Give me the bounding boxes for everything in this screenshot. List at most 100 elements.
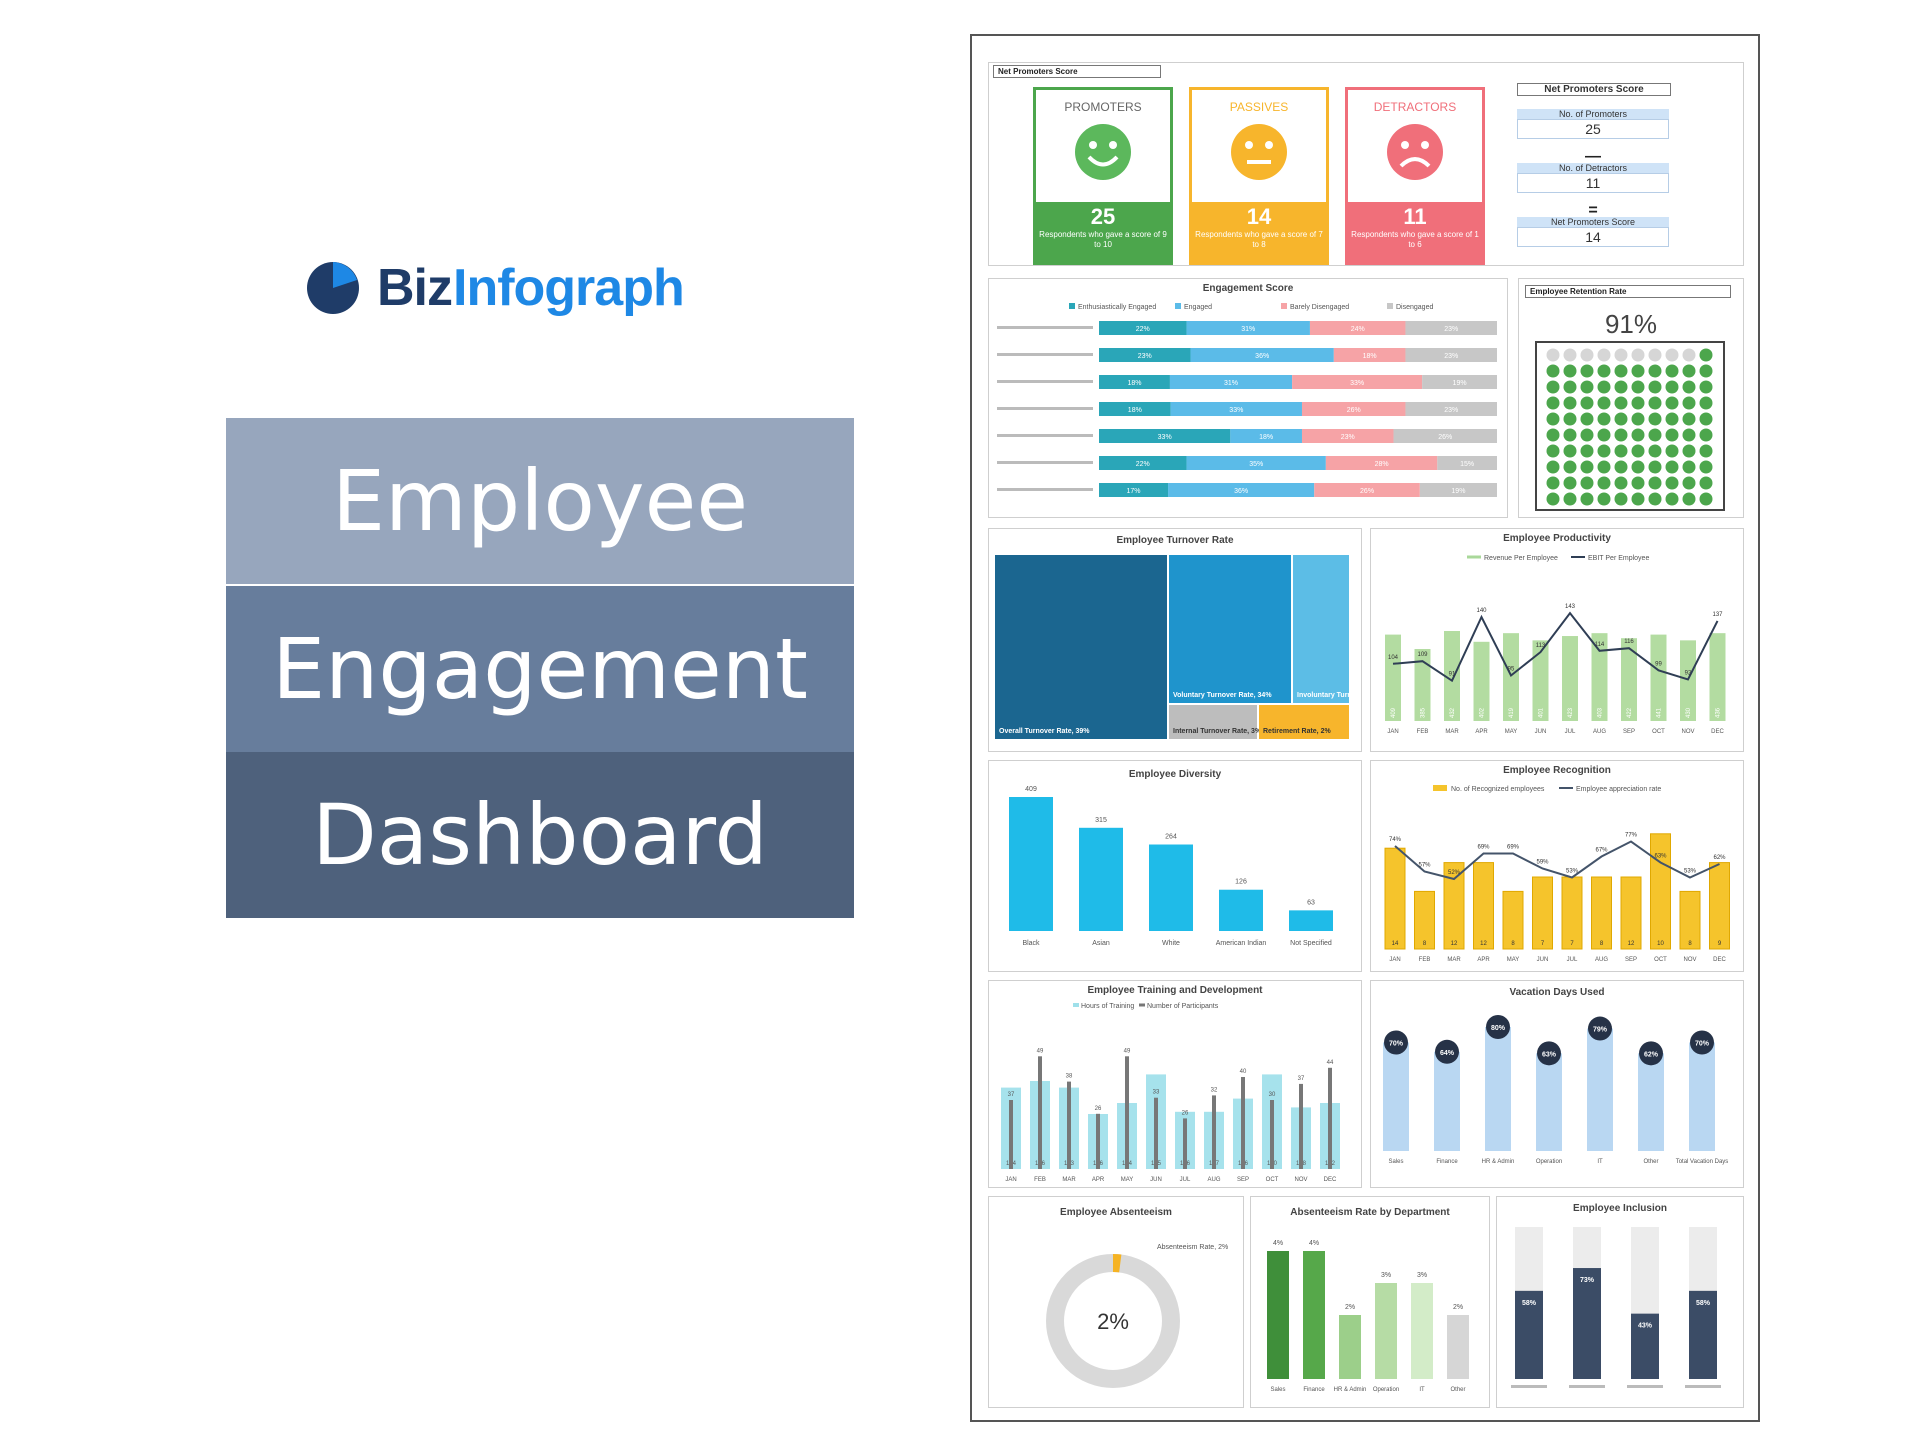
productivity-tick-label: FEB [1417,729,1429,735]
vacation-tick-label: Other [1643,1159,1658,1165]
retention-dot [1580,460,1594,474]
productivity-bar-label: 422 [1627,707,1633,718]
diversity-chart: 409 Black 315 Asian 264 White 126 American Indi… [1009,786,1333,947]
retention-dot [1682,380,1696,394]
engagement-segment [1099,456,1187,470]
engagement-segment-label: 28% [1375,461,1389,468]
recognition-bar [1473,862,1494,950]
productivity-tick-label: NOV [1681,729,1694,735]
diversity-bar [1219,889,1263,931]
sad-face-icon [1387,124,1443,180]
retention-dot [1648,412,1662,426]
legend-label: Disengaged [1396,304,1433,311]
engagement-segment [1405,348,1497,362]
training-tick-label: OCT [1266,1177,1279,1183]
vacation-bar [1689,1042,1715,1151]
turnover-panel: Employee Turnover Rate Overall Turnover … [988,528,1362,752]
engagement-segment [1301,402,1406,416]
recognition-bar-label: 8 [1423,941,1427,947]
engagement-segment-label: 33% [1350,380,1364,387]
engagement-segment-label: 18% [1259,434,1273,441]
training-participants-label: 49 [1037,1048,1044,1054]
productivity-tick-label: OCT [1652,729,1665,735]
engagement-segment [1190,348,1334,362]
engagement-segment [1405,402,1497,416]
vacation-value-label: 64% [1440,1050,1455,1057]
legend-swatch [1387,303,1393,309]
absenteeism-dept-tick-label: Sales [1270,1387,1285,1393]
engagement-segment [1325,456,1438,470]
retention-dot [1665,380,1679,394]
treemap-cell [1169,555,1291,703]
inclusion-bar [1631,1313,1659,1379]
diversity-panel: Employee Diversity 409 Black 315 Asian 264 Wh… [988,760,1362,972]
treemap-label: Retirement Rate, 2% [1263,728,1331,735]
treemap-cell [1169,705,1257,739]
retention-dot [1682,460,1696,474]
engagement-segment-label: 18% [1363,353,1377,360]
vacation-chart: 70% Sales 64% Finance 80% HR & Admin 63% Operat… [1383,1015,1728,1165]
appreciation-label: 59% [1536,860,1549,866]
diversity-tick-label: White [1162,940,1180,947]
retention-title: Employee Retention Rate [1525,285,1731,298]
engagement-segment [1419,483,1497,497]
retention-dot [1682,412,1696,426]
ebit-label: 95 [1508,667,1515,673]
training-participants-bar [1154,1097,1158,1169]
ebit-label: 143 [1565,604,1576,610]
retention-dot [1614,396,1628,410]
recognition-bar-label: 7 [1570,941,1574,947]
recognition-bar [1532,876,1553,950]
detractors-caption: Respondents who gave a score of 1 to 6 [1351,230,1479,249]
engagement-chart: Enthusiastically Engaged Engaged Barely Di… [997,303,1497,497]
retention-dot [1631,460,1645,474]
diversity-value-label: 409 [1025,786,1037,793]
legend-swatch [1433,785,1447,791]
vacation-value-label: 80% [1491,1025,1506,1032]
legend-label: Enthusiastically Engaged [1078,304,1156,311]
inclusion-bar [1515,1290,1543,1379]
diversity-bar [1149,844,1193,931]
recognition-tick-label: JAN [1389,957,1400,963]
retention-dot [1546,364,1560,378]
training-participants-bar [1212,1095,1216,1169]
appreciation-label: 67% [1595,848,1608,854]
diversity-value-label: 63 [1307,899,1315,906]
diversity-tick-label: Asian [1092,940,1110,947]
diversity-bar [1079,827,1123,931]
inclusion-bar [1573,1268,1601,1379]
ebit-line [1392,611,1719,683]
diversity-value-label: 315 [1095,817,1107,824]
appreciation-label: 63% [1654,854,1667,860]
vacation-bar [1383,1042,1409,1151]
retention-dot [1699,364,1713,378]
vacation-tick-label: Sales [1388,1159,1403,1165]
engagement-segment-label: 23% [1138,353,1152,360]
retention-dot [1648,364,1662,378]
retention-dot [1631,492,1645,506]
nps-side-title: Net Promoters Score [1517,83,1671,96]
absenteeism-dept-panel: Absenteeism Rate by Department 4% Sales 4%… [1250,1196,1490,1408]
productivity-bar-label: 402 [1480,707,1486,718]
absenteeism-donut: 2% Absenteeism Rate, 2% [1046,1244,1228,1388]
retention-dot [1546,444,1560,458]
retention-dot [1665,412,1679,426]
engagement-segment-label: 24% [1351,326,1365,333]
retention-dot [1648,476,1662,490]
retention-dot [1648,460,1662,474]
engagement-segment-label: 22% [1136,326,1150,333]
training-participants-label: 32 [1211,1087,1218,1093]
ebit-label: 92 [1685,670,1692,676]
engagement-segment-label: 19% [1451,488,1465,495]
legend-label: Number of Participants [1147,1003,1219,1010]
vacation-badge [1435,1039,1459,1064]
retention-dot [1546,396,1560,410]
retention-dot [1631,412,1645,426]
retention-dot [1563,380,1577,394]
vacation-bar [1638,1053,1664,1151]
appreciation-label: 69% [1507,845,1520,851]
retention-dot [1614,412,1628,426]
diversity-title: Employee Diversity [1128,769,1222,780]
recognition-tick-label: MAR [1447,957,1461,963]
engagement-segment [1186,321,1310,335]
